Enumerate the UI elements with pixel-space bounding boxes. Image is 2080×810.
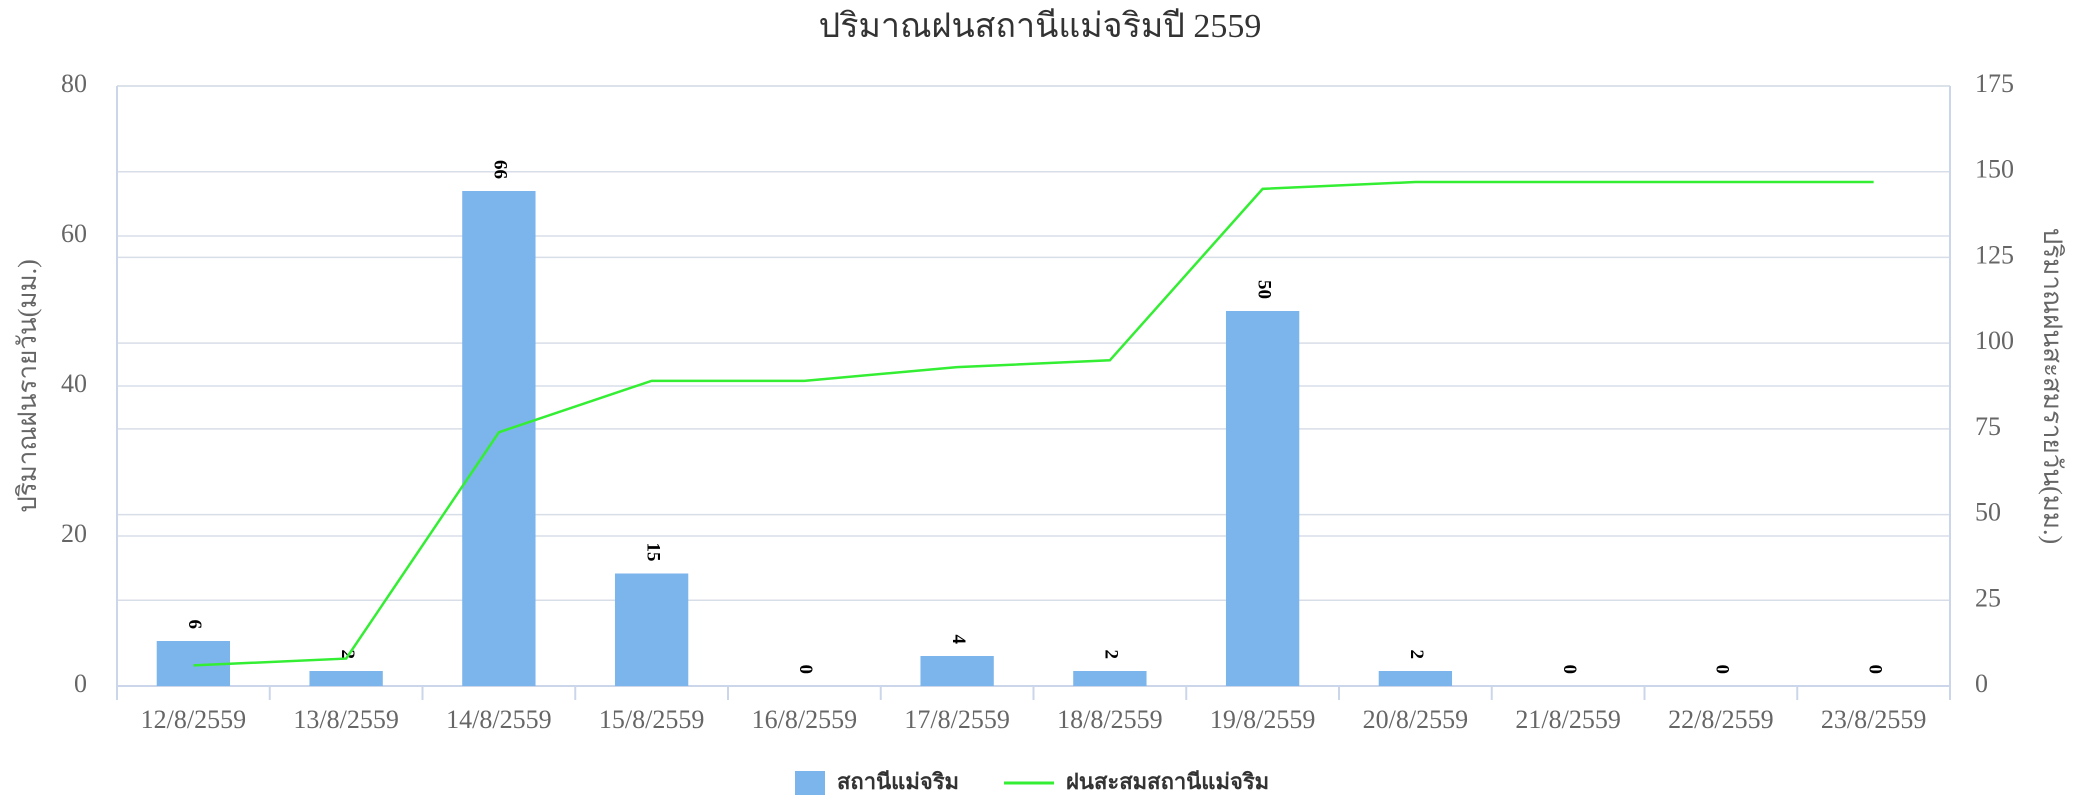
data-label: 15 (642, 543, 663, 562)
x-tick-label: 19/8/2559 (1210, 705, 1315, 734)
data-label: 2 (1406, 650, 1427, 660)
y2-tick-label: 125 (1975, 240, 2014, 269)
line (193, 180, 1874, 667)
x-tick-label: 20/8/2559 (1363, 705, 1468, 734)
x-tick-label: 16/8/2559 (752, 705, 857, 734)
y-tick-label: 0 (74, 669, 87, 698)
x-tick-label: 15/8/2559 (599, 705, 704, 734)
data-label: 66 (490, 160, 511, 179)
y-tick-label: 60 (61, 219, 87, 248)
data-label: 50 (1253, 280, 1274, 299)
y-tick-label: 20 (61, 519, 87, 548)
y2-tick-label: 25 (1975, 583, 2001, 612)
x-tick-label: 13/8/2559 (293, 705, 398, 734)
bar (920, 656, 994, 686)
y-tick-label: 40 (61, 369, 87, 398)
bar (1225, 311, 1300, 686)
legend-label: สถานีแม่จริม (837, 770, 959, 795)
data-label: 0 (1712, 665, 1733, 675)
x-tick-label: 12/8/2559 (141, 705, 246, 734)
bar (309, 671, 383, 686)
bar (1378, 671, 1453, 686)
chart-title: ปริมาณฝนสถานีแม่จริมปี 2559 (819, 8, 1262, 45)
data-label: 0 (1864, 665, 1885, 675)
x-tick-label: 22/8/2559 (1668, 705, 1773, 734)
data-label: 2 (1101, 650, 1122, 660)
y2-tick-label: 175 (1975, 69, 2014, 98)
y2-tick-label: 75 (1975, 412, 2001, 441)
y-tick-label: 80 (61, 69, 87, 98)
x-tick-label: 14/8/2559 (446, 705, 551, 734)
bar (614, 573, 689, 686)
x-tick-label: 21/8/2559 (1515, 705, 1620, 734)
y-axis-label: ปริมาณฝนรายวัน(มม.) (13, 259, 42, 513)
bar (1073, 671, 1147, 686)
y2-tick-label: 100 (1975, 326, 2014, 355)
data-label: 0 (795, 665, 816, 675)
y2-tick-label: 50 (1975, 498, 2001, 527)
y2-axis-label: ปริมาณฝนสะสมรายวัน(มม.) (2038, 228, 2067, 544)
data-label: 4 (948, 635, 969, 645)
x-tick-label: 18/8/2559 (1057, 705, 1162, 734)
x-tick-label: 17/8/2559 (904, 705, 1009, 734)
data-label: 0 (1559, 665, 1580, 675)
x-tick-label: 23/8/2559 (1821, 705, 1926, 734)
data-label: 6 (184, 620, 205, 630)
legend-swatch (795, 771, 825, 795)
y2-tick-label: 150 (1975, 155, 2014, 184)
legend-label: ฝนสะสมสถานีแม่จริม (1066, 770, 1269, 795)
data-label: 2 (337, 650, 358, 660)
y2-tick-label: 0 (1975, 669, 1988, 698)
bar (462, 191, 536, 686)
